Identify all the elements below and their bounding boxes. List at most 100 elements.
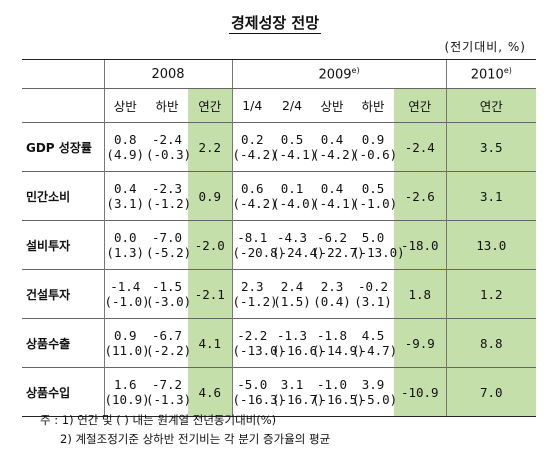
value-cell: 2.3 [312, 269, 353, 294]
yoy-cell: (-16.7) [272, 392, 325, 417]
table-row-yoy: (-1.0) (-3.0) (-1.2) (1.5) (0.4) (3.1) [22, 294, 536, 319]
value-cell: 0.2 [231, 122, 273, 147]
yoy-cell: (-3.0) [146, 294, 192, 309]
value-cell: 0.9 [188, 171, 233, 221]
table-row: 상품수출 0.9 -6.7 4.1 -2.2 -1.3 -1.8 4.5 -9.9 8.8 [22, 318, 537, 368]
value-cell: -7.0 [146, 220, 188, 245]
unit-label: (전기대비, %) [444, 40, 526, 54]
annual-2010-header: 연간 [445, 88, 537, 123]
yoy-cell: (-13.0) [231, 343, 285, 368]
h1-2009-header: 상반 [320, 99, 344, 114]
table-row-yoy: (11.0) (-2.2) (-13.0) (-16.6) (-14.9) (-4.7) [22, 343, 536, 368]
value-cell: -1.5 [146, 269, 188, 294]
value-cell: 3.1 [272, 367, 313, 392]
table-row: 설비투자 0.0 -7.0 -2.0 -8.1 -4.3 -6.2 5.0 -18.0 13.0 [22, 220, 537, 270]
value-cell: -4.3 [272, 220, 313, 245]
yoy-cell: (-4.1) [312, 196, 358, 211]
h1-2008-header: 상반 [103, 88, 146, 123]
value-cell: 0.9 [103, 318, 146, 343]
value-cell: 1.2 [445, 269, 537, 319]
h2-2008-header: 하반 [155, 99, 179, 114]
value-cell: 13.0 [445, 220, 537, 270]
year-header-row: 2008 2009e) 2010e) [22, 59, 537, 89]
yoy-cell: (1.5) [273, 294, 311, 309]
table-row: 민간소비 0.4 -2.3 0.9 0.6 0.1 0.4 0.5 -2.6 3.1 [22, 171, 537, 221]
value-cell: -6.2 [312, 220, 353, 245]
yoy-cell: (-13.0) [352, 245, 405, 260]
annual-2008-header: 연간 [188, 88, 233, 123]
value-cell: 5.0 [352, 220, 395, 245]
yoy-cell: (-16.6) [272, 343, 325, 358]
value-cell: 0.6 [231, 171, 273, 196]
q2-2009-header: 2/4 [281, 98, 303, 113]
value-cell: -8.1 [231, 220, 273, 245]
table-row-yoy: (3.1) (-1.2) (-4.2) (-4.0) (-4.1) (-1.0) [22, 196, 536, 221]
yoy-cell: (-4.2) [231, 196, 278, 221]
value-cell: 1.8 [394, 269, 447, 319]
value-cell: 2.2 [188, 122, 233, 172]
value-cell: 0.5 [272, 122, 313, 147]
year-2010-header: 2010e) [445, 59, 537, 89]
yoy-cell: (-22.7) [312, 245, 365, 260]
yoy-cell: (-0.3) [146, 147, 192, 162]
row-label: 민간소비 [22, 171, 104, 221]
yoy-cell: (-4.7) [352, 343, 398, 358]
value-cell: -2.4 [146, 122, 188, 147]
value-cell: 7.0 [445, 367, 537, 417]
value-cell: -6.7 [146, 318, 188, 343]
value-cell: 0.4 [312, 122, 353, 147]
value-cell: 4.5 [352, 318, 395, 343]
value-cell: -1.0 [312, 367, 353, 392]
value-cell: -5.0 [231, 367, 273, 392]
value-cell: 3.9 [352, 367, 395, 392]
yoy-cell: (-4.2) [231, 147, 278, 172]
value-cell: -0.2 [352, 269, 395, 294]
year-2008-header: 2008 [103, 59, 233, 89]
value-cell: 3.1 [445, 171, 537, 221]
annual-2009-header: 연간 [394, 88, 447, 123]
row-label: GDP 성장률 [22, 122, 104, 172]
yoy-cell: (-14.9) [312, 343, 365, 358]
yoy-cell: (-4.2) [312, 147, 358, 162]
yoy-cell: (1.3) [103, 245, 146, 270]
value-cell: -1.8 [312, 318, 353, 343]
q1-2009-header: 1/4 [231, 88, 273, 123]
table-row-yoy: (4.9) (-0.3) (-4.2) (-4.1) (-4.2) (-0.6) [22, 147, 536, 172]
yoy-cell: (-1.0) [352, 196, 398, 211]
yoy-cell: (-4.1) [272, 147, 318, 162]
page-title: 경제성장 전망 [228, 14, 322, 34]
value-cell: 0.5 [352, 171, 395, 196]
table-row: 상품수입 1.6 -7.2 4.6 -5.0 3.1 -1.0 3.9 -10.9 7.0 [22, 367, 537, 417]
row-label: 건설투자 [22, 269, 104, 319]
value-cell: -2.4 [394, 122, 447, 172]
value-cell: 0.0 [103, 220, 146, 245]
yoy-cell: (-4.0) [272, 196, 318, 211]
table-row: 건설투자 -1.4 -1.5 -2.1 2.3 2.4 2.3 -0.2 1.8 1.2 [22, 269, 537, 319]
yoy-cell: (-16.5) [312, 392, 365, 417]
row-label: 설비투자 [22, 220, 104, 270]
yoy-cell: (-1.0) [103, 294, 150, 319]
table-row-yoy: (10.9) (-1.3) (-16.3) (-16.7) (-16.5) (-5.0) [22, 392, 536, 417]
value-cell: -2.2 [231, 318, 273, 343]
h2-2009-header: 하반 [361, 99, 385, 114]
yoy-cell: (3.1) [354, 294, 392, 309]
yoy-cell: (-5.2) [146, 245, 192, 260]
table-row: GDP 성장률 0.8 -2.4 2.2 0.2 0.5 0.4 0.9 -2.4 3.5 [22, 122, 537, 172]
value-cell: 4.6 [188, 367, 233, 417]
value-cell: -7.2 [146, 367, 188, 392]
yoy-cell: (-24.4) [272, 245, 325, 260]
yoy-cell: (3.1) [103, 196, 146, 221]
value-cell: 2.3 [231, 269, 273, 294]
value-cell: -1.3 [272, 318, 313, 343]
yoy-cell: (11.0) [103, 343, 150, 368]
value-cell: -2.1 [188, 269, 233, 319]
footnote-1: 주 : 1) 연간 및 ( ) 내는 원계열 전년동기대비(%) [40, 413, 277, 427]
value-cell: -1.4 [103, 269, 146, 294]
value-cell: 0.4 [312, 171, 353, 196]
yoy-cell: (-1.2) [146, 196, 192, 211]
value-cell: -2.6 [394, 171, 447, 221]
yoy-cell: (0.4) [313, 294, 351, 309]
yoy-cell: (-20.8) [231, 245, 285, 270]
row-label: 상품수출 [22, 318, 104, 368]
value-cell: -2.3 [146, 171, 188, 196]
